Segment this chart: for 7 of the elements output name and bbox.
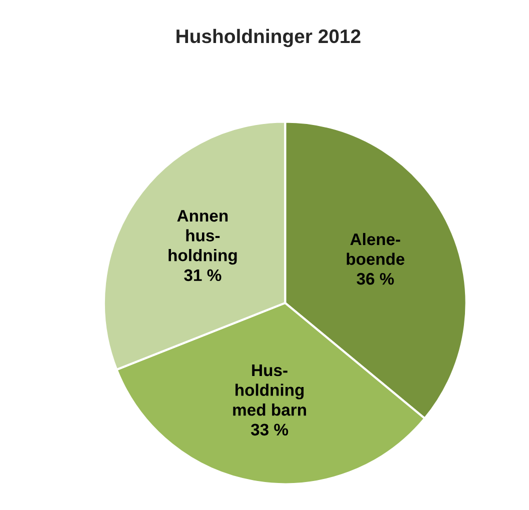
slice-label: Annen hus- holdning [168, 210, 237, 265]
slice-label: Hus- holdning med barn [233, 364, 306, 416]
chart-title: Husholdninger 2012 [176, 28, 360, 48]
data-label: 33 % [250, 424, 288, 436]
slice-label: Alene- boende [346, 232, 404, 265]
data-label: 31 % [184, 269, 222, 282]
data-label: 36 % [356, 272, 394, 285]
